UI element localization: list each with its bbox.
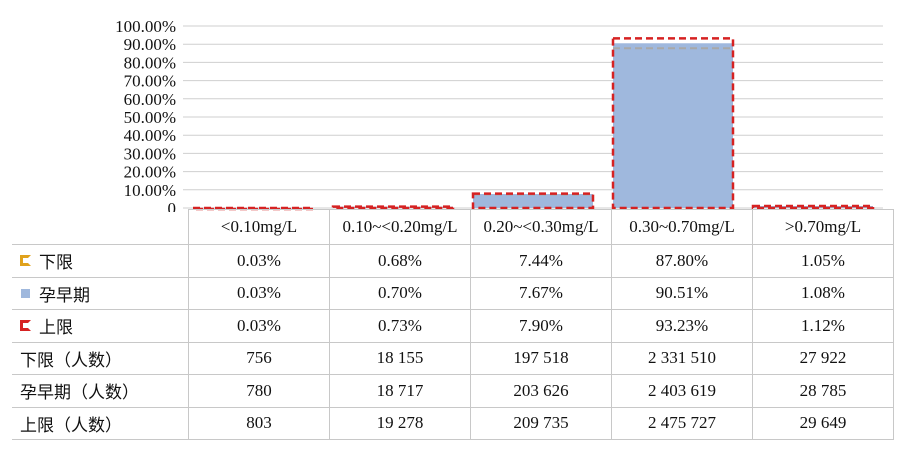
count-value: 209 735 (470, 406, 612, 440)
table-row: 上限 0.03% 0.73% 7.90% 93.23% 1.12% (12, 309, 894, 343)
count-value: 29 649 (752, 406, 894, 440)
y-tick-label: 20.00% (124, 163, 176, 182)
data-table: <0.10mg/L 0.10~<0.20mg/L 0.20~<0.30mg/L … (12, 209, 894, 440)
legend-early-pregnancy: 孕早期 (12, 276, 189, 310)
count-value: 18 717 (329, 374, 471, 408)
data-label: 0.03% (188, 309, 330, 343)
lower-bound-key-icon (20, 255, 31, 267)
count-value: 203 626 (470, 374, 612, 408)
upper-bound-box (191, 206, 315, 211)
y-tick-label: 30.00% (124, 144, 176, 163)
category-label: <0.10mg/L (188, 209, 330, 245)
category-label: 0.10~<0.20mg/L (329, 209, 471, 245)
count-value: 19 278 (329, 406, 471, 440)
grid-lines (183, 25, 883, 209)
data-label: 0.68% (329, 244, 471, 278)
y-tick-label: 80.00% (124, 53, 176, 72)
upper-bound-box (471, 192, 595, 210)
series-name: 下限 (39, 253, 73, 273)
upper-bound-box (611, 37, 735, 210)
category-header-row: <0.10mg/L 0.10~<0.20mg/L 0.20~<0.30mg/L … (12, 209, 894, 245)
data-label: 0.03% (188, 276, 330, 310)
y-tick-label: 0 (168, 199, 177, 212)
table-row: 下限 0.03% 0.68% 7.44% 87.80% 1.05% (12, 244, 894, 278)
y-tick-label: 70.00% (124, 72, 176, 91)
category-label: 0.20~<0.30mg/L (470, 209, 612, 245)
data-label: 0.03% (188, 244, 330, 278)
legend-upper: 上限 (12, 309, 189, 343)
upper-bound-box (331, 205, 455, 210)
data-label: 1.05% (752, 244, 894, 278)
data-label: 90.51% (611, 276, 753, 310)
series-name: 孕早期 (39, 285, 90, 305)
data-label: 87.80% (611, 244, 753, 278)
y-tick-label: 50.00% (124, 108, 176, 127)
series-name: 上限 (39, 318, 73, 338)
table-row: 上限（人数） 803 19 278 209 735 2 475 727 29 6… (12, 406, 894, 440)
count-value: 756 (188, 341, 330, 375)
count-value: 197 518 (470, 341, 612, 375)
count-row-label: 下限（人数） (12, 341, 189, 375)
data-label: 7.67% (470, 276, 612, 310)
early-pregnancy-key-icon (21, 288, 30, 298)
data-label: 1.12% (752, 309, 894, 343)
y-axis-ticks: 010.00%20.00%30.00%40.00%50.00%60.00%70.… (115, 17, 176, 212)
early-pregnancy-bar (613, 43, 733, 208)
upper-bound-box (751, 204, 875, 210)
count-value: 28 785 (752, 374, 894, 408)
count-value: 2 403 619 (611, 374, 753, 408)
table-row: 下限（人数） 756 18 155 197 518 2 331 510 27 9… (12, 341, 894, 375)
count-value: 2 475 727 (611, 406, 753, 440)
early-pregnancy-bar (473, 194, 593, 208)
count-value: 2 331 510 (611, 341, 753, 375)
data-label: 93.23% (611, 309, 753, 343)
y-tick-label: 40.00% (124, 126, 176, 145)
data-label: 0.73% (329, 309, 471, 343)
upper-bound-key-icon (20, 320, 31, 332)
table-row: 孕早期（人数） 780 18 717 203 626 2 403 619 28 … (12, 374, 894, 408)
data-label: 0.70% (329, 276, 471, 310)
table-row: 孕早期 0.03% 0.70% 7.67% 90.51% 1.08% (12, 276, 894, 310)
count-value: 803 (188, 406, 330, 440)
bar-chart: 010.00%20.00%30.00%40.00%50.00%60.00%70.… (115, 17, 883, 212)
y-tick-label: 10.00% (124, 181, 176, 200)
y-tick-label: 90.00% (124, 35, 176, 54)
data-label: 1.08% (752, 276, 894, 310)
bars (191, 37, 875, 211)
data-label: 7.44% (470, 244, 612, 278)
category-label: 0.30~0.70mg/L (611, 209, 753, 245)
y-tick-label: 100.00% (115, 17, 176, 36)
category-label: >0.70mg/L (752, 209, 894, 245)
count-value: 27 922 (752, 341, 894, 375)
count-row-label: 孕早期（人数） (12, 374, 189, 408)
table-corner (12, 209, 189, 245)
count-value: 780 (188, 374, 330, 408)
data-label: 7.90% (470, 309, 612, 343)
count-value: 18 155 (329, 341, 471, 375)
legend-lower: 下限 (12, 244, 189, 278)
y-tick-label: 60.00% (124, 90, 176, 109)
count-row-label: 上限（人数） (12, 406, 189, 440)
